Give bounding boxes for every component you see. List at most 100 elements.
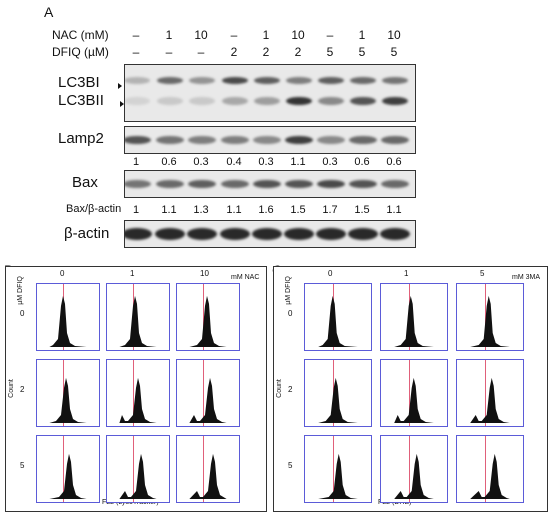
histogram-plot — [456, 435, 524, 503]
lamp2-ratio: 0.3 — [193, 156, 209, 168]
histogram-area — [119, 453, 157, 499]
bax-ratio: 1.1 — [386, 204, 402, 216]
col-header: 1 — [130, 269, 135, 278]
histogram-area — [318, 377, 358, 423]
lc3bi-band — [189, 77, 215, 84]
bax-band — [125, 180, 151, 188]
lamp2-band — [221, 136, 249, 144]
bax-ratio: 1.1 — [161, 204, 177, 216]
col-header-unit: mM 3MA — [512, 274, 540, 281]
lamp2-ratio: 0.6 — [161, 156, 177, 168]
bax-ratio: 1.3 — [193, 204, 209, 216]
lamp2-band — [188, 136, 216, 144]
bax-band — [188, 180, 216, 188]
histogram-area — [189, 453, 227, 499]
lc3bi-band — [222, 77, 248, 84]
lamp2-ratio: 0.6 — [386, 156, 402, 168]
histogram-peak — [49, 453, 87, 499]
y-axis-label: Count — [7, 379, 15, 398]
dfiq-value: 5 — [390, 45, 398, 59]
histogram-area — [119, 295, 157, 347]
histogram-peak — [189, 453, 227, 499]
histogram-plot — [36, 283, 100, 351]
dfiq-value: 2 — [230, 45, 238, 59]
gate-line — [203, 360, 204, 426]
col-header: 0 — [328, 269, 333, 278]
lc3bii-band — [382, 97, 408, 105]
dfiq-value: 2 — [294, 45, 302, 59]
histogram-plot — [106, 435, 170, 503]
nac-value: – — [230, 28, 238, 42]
bax-ratio: 1.6 — [258, 204, 274, 216]
histogram-area — [318, 453, 358, 499]
gate-line — [485, 436, 486, 502]
row-header: 2 — [20, 385, 25, 394]
lamp2-ratio: 1.1 — [290, 156, 306, 168]
histogram-peak — [189, 377, 227, 423]
histogram-plot — [304, 435, 372, 503]
bax-ratio: 1.7 — [322, 204, 338, 216]
actin-band — [348, 228, 378, 240]
gate-line — [63, 436, 64, 502]
bax-band — [317, 180, 345, 188]
lamp2-blot — [124, 126, 416, 154]
histogram-plot — [176, 359, 240, 427]
lamp2-label: Lamp2 — [58, 130, 104, 147]
actin-band — [316, 228, 346, 240]
lc3bii-arrow — [120, 101, 124, 107]
histogram-area — [318, 295, 358, 347]
histogram-peak — [470, 377, 510, 423]
gate-line — [203, 436, 204, 502]
histogram-peak — [470, 453, 510, 499]
lamp2-band — [317, 136, 345, 144]
lamp2-band — [156, 136, 184, 144]
nac-value: – — [326, 28, 334, 42]
histogram-area — [394, 295, 434, 347]
col-header: 0 — [60, 269, 65, 278]
lc3bi-band — [318, 77, 344, 84]
lc3bii-band — [125, 97, 150, 105]
dfiq-value: 5 — [358, 45, 366, 59]
histogram-area — [189, 295, 227, 347]
nac-value: – — [132, 28, 140, 42]
actin-band — [220, 228, 250, 240]
row-header: 5 — [20, 461, 25, 470]
actin-band — [125, 228, 152, 240]
bax-band — [349, 180, 377, 188]
histogram-area — [49, 453, 87, 499]
lc3bi-band — [350, 77, 376, 84]
lc3bii-band — [318, 97, 344, 105]
lamp2-ratio: 0.6 — [354, 156, 370, 168]
dfiq-value: – — [197, 45, 205, 59]
lamp2-band — [253, 136, 281, 144]
lamp2-ratio: 0.4 — [226, 156, 242, 168]
histogram-peak — [394, 295, 434, 347]
lc3-blot — [124, 64, 416, 122]
histogram-plot — [380, 359, 448, 427]
lc3bii-label: LC3BII — [58, 92, 104, 109]
dfiq-row-label: DFIQ (µM) — [52, 45, 109, 59]
lc3bii-band — [189, 97, 215, 105]
histogram-area — [189, 377, 227, 423]
lamp2-ratio: 0.3 — [258, 156, 274, 168]
histogram-plot — [380, 435, 448, 503]
bax-band — [221, 180, 249, 188]
bax-band — [381, 180, 409, 188]
nac-value: 10 — [194, 28, 208, 42]
histogram-area — [394, 453, 434, 499]
bax-ratio: 1.5 — [354, 204, 370, 216]
col-header-unit: mM NAC — [231, 274, 260, 281]
nac-value: 10 — [387, 28, 401, 42]
nac-value: 1 — [262, 28, 270, 42]
lc3bi-arrow — [118, 83, 122, 89]
histogram-area — [470, 377, 510, 423]
lc3bii-band — [157, 97, 183, 105]
row-header: 5 — [288, 461, 293, 470]
histogram-plot — [304, 359, 372, 427]
nac-value: 1 — [165, 28, 173, 42]
gate-line — [133, 436, 134, 502]
lamp2-band — [125, 136, 151, 144]
lc3bi-band — [254, 77, 280, 84]
lamp2-ratio: 0.3 — [322, 156, 338, 168]
